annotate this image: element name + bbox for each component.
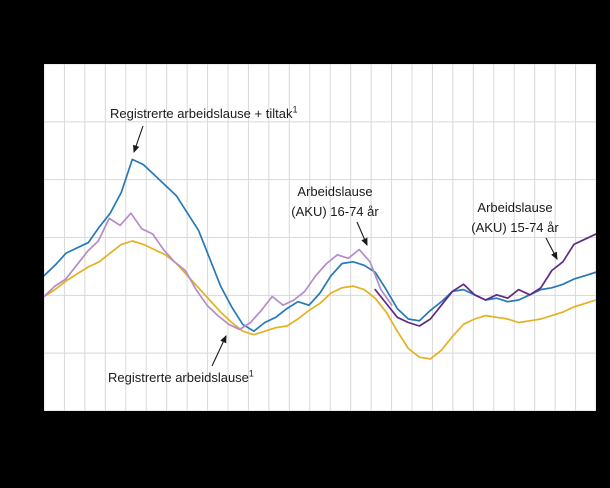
annotation-text: (AKU) 15-74 år: [471, 219, 559, 235]
annotation-aku-16-74: Arbeidslause (AKU) 16-74 år: [281, 182, 389, 221]
annotation-registrerte-tiltak: Registrerte arbeidslause + tiltak1: [110, 104, 297, 124]
annotation-text: Arbeidslause: [297, 184, 373, 199]
annotation-superscript: 1: [248, 368, 254, 379]
annotation-text: Arbeidslause: [477, 200, 553, 215]
plot-area: [44, 64, 596, 411]
annotation-registrerte: Registrerte arbeidslause1: [108, 368, 254, 388]
annotation-text: (AKU) 16-74 år: [291, 203, 379, 219]
annotation-text: Registrerte arbeidslause + tiltak: [110, 106, 293, 121]
annotation-aku-15-74: Arbeidslause (AKU) 15-74 år: [460, 198, 570, 237]
line-chart: [44, 64, 596, 411]
annotation-text: Registrerte arbeidslause: [108, 370, 249, 385]
annotation-superscript: 1: [292, 104, 298, 115]
